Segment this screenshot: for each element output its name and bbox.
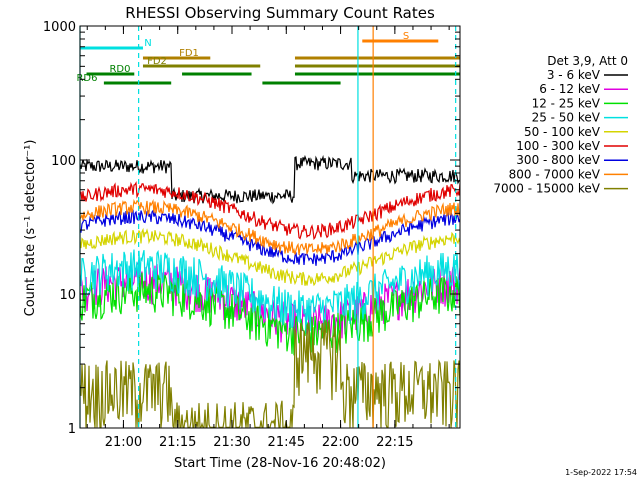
x-tick-label: 22:15 [376, 435, 413, 450]
series-layer [80, 154, 460, 428]
vertical-markers [79, 26, 457, 428]
y-tick-label: 1 [68, 422, 76, 437]
series-line [80, 227, 460, 287]
legend-title: Det 3,9, Att 0 [547, 54, 628, 68]
series-line [80, 209, 460, 266]
x-tick-label: 21:15 [159, 435, 196, 450]
series-line [80, 181, 460, 241]
series-line [80, 272, 460, 356]
flags-layer: N FD1 FD2 RD0 RD6 S [76, 31, 460, 85]
flag-label: RD6 [76, 73, 97, 84]
chart-title: RHESSI Observing Summary Count Rates [125, 4, 435, 22]
x-tick-label: 21:00 [105, 435, 142, 450]
axes-layer: 21:00 21:15 21:30 21:45 22:00 22:15 1 10 100 1000 [43, 20, 460, 450]
flag-label: FD1 [179, 48, 199, 59]
legend-entry-label: 300 - 800 keV [516, 153, 600, 167]
flag-label: RD0 [109, 64, 130, 75]
legend-entry-label: 6 - 12 keV [539, 82, 601, 96]
flag-label: FD2 [147, 56, 167, 67]
flag-label: N [144, 38, 151, 49]
y-tick-label: 1000 [43, 20, 76, 35]
series-line [80, 320, 460, 428]
legend-entry-label: 100 - 300 keV [516, 139, 600, 153]
series-line [80, 154, 460, 205]
plot-frame [79, 25, 461, 429]
legend-entry-label: 800 - 7000 keV [509, 167, 601, 181]
legend-entry-label: 25 - 50 keV [532, 111, 601, 125]
legend-entry-label: 12 - 25 keV [532, 96, 601, 110]
y-tick-label: 10 [59, 288, 76, 303]
x-tick-label: 21:45 [268, 435, 305, 450]
x-tick-label: 22:00 [322, 435, 359, 450]
legend-entry-label: 50 - 100 keV [524, 125, 601, 139]
footer-timestamp: 1-Sep-2022 17:54 [565, 468, 637, 477]
y-axis-label: Count Rate (s⁻¹ detector⁻¹) [23, 140, 38, 317]
flag-label: S [403, 31, 409, 42]
series-line [80, 198, 460, 256]
legend-entry-label: 3 - 6 keV [547, 68, 601, 82]
x-axis-label: Start Time (28-Nov-16 20:48:02) [174, 456, 386, 471]
x-tick-label: 21:30 [213, 435, 250, 450]
series-line [80, 249, 460, 334]
legend-entry-label: 7000 - 15000 keV [493, 182, 600, 196]
y-tick-label: 100 [51, 154, 76, 169]
